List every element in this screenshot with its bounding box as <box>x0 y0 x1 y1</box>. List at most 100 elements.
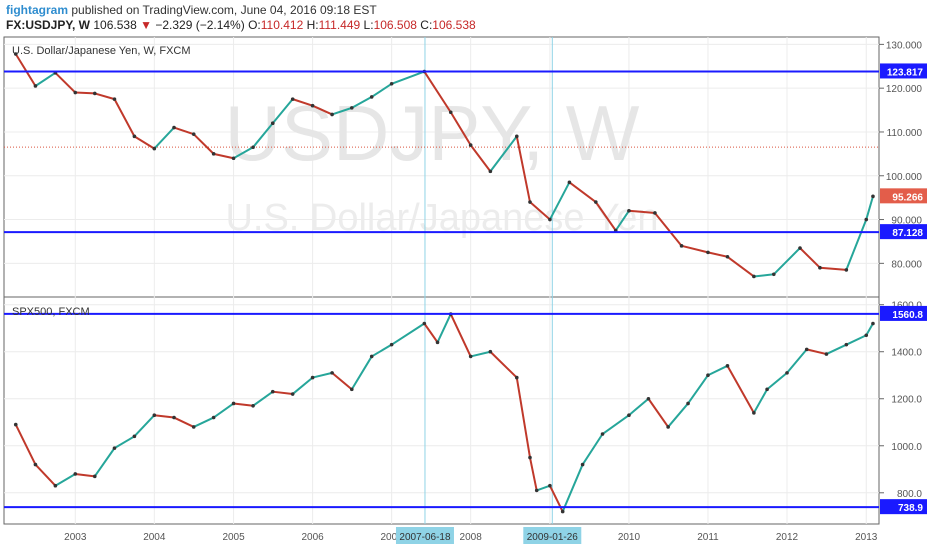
price-point <box>594 200 598 204</box>
symbol-watermark: USDJPY, W <box>225 89 640 177</box>
low-label: L: <box>363 18 374 32</box>
price-point <box>824 352 829 356</box>
open-label: O: <box>248 18 261 32</box>
y-tick-label: 110.000 <box>887 128 923 139</box>
price-segment <box>311 104 334 116</box>
price-segment <box>865 322 874 337</box>
price-point <box>725 364 730 368</box>
price-point <box>270 121 275 126</box>
price-segment <box>390 322 426 346</box>
price-point <box>132 434 137 439</box>
price-segment <box>614 209 630 232</box>
price-segment <box>232 402 255 407</box>
price-segment <box>390 70 426 85</box>
price-segment <box>212 402 235 419</box>
price-segment <box>627 397 650 417</box>
price-segment <box>252 122 274 149</box>
price-segment <box>568 181 597 204</box>
price-segment <box>232 146 255 160</box>
price-point <box>514 375 519 380</box>
open-value: 110.412 <box>260 18 304 32</box>
price-segment <box>133 414 156 438</box>
y-tick-label: 1000.0 <box>891 442 922 453</box>
price-segment <box>74 91 96 95</box>
price-point <box>448 110 453 115</box>
close-value: 106.538 <box>432 18 476 32</box>
price-point <box>152 413 157 418</box>
price-segment <box>772 247 801 276</box>
price-point <box>435 340 440 345</box>
price-segment <box>515 135 531 204</box>
level-price-tag <box>880 305 927 321</box>
level-price-tag <box>880 63 927 79</box>
price-segment <box>93 92 116 101</box>
price-point <box>706 373 710 378</box>
price-segment <box>74 472 96 478</box>
price-segment <box>252 390 274 407</box>
price-point <box>580 462 585 467</box>
price-point <box>330 371 334 375</box>
price-segment <box>687 374 709 405</box>
price-point <box>92 91 97 96</box>
price-point <box>468 354 473 359</box>
price-point <box>488 349 493 354</box>
author-link[interactable]: fightagram <box>6 3 69 17</box>
price-point <box>534 488 539 493</box>
price-point <box>13 422 18 427</box>
price-point <box>864 217 869 222</box>
price-point <box>251 403 255 408</box>
price-segment <box>331 371 353 391</box>
price-point <box>818 265 822 270</box>
x-tick-label: 2003 <box>64 532 87 543</box>
price-point <box>627 208 631 213</box>
price-segment <box>489 135 518 173</box>
level-price-tag <box>880 224 927 240</box>
price-segment <box>528 456 538 492</box>
price-point <box>389 81 394 86</box>
price-segment <box>113 98 136 138</box>
publish-line: fightagram published on TradingView.com,… <box>6 3 377 17</box>
price-point <box>686 401 690 406</box>
y-tick-label: 80.000 <box>891 259 922 270</box>
pane-title-usdjpy: U.S. Dollar/Japanese Yen, W, FXCM <box>12 45 191 57</box>
x-tick-label: 2011 <box>697 532 719 543</box>
y-tick-label: 1400.0 <box>891 348 922 359</box>
date-marker-box <box>395 527 454 544</box>
level-price-label: 123.817 <box>887 67 924 78</box>
x-tick-label: 2010 <box>618 532 641 543</box>
price-segment <box>528 201 551 221</box>
price-segment <box>798 247 821 269</box>
price-point <box>765 387 769 392</box>
price-segment <box>34 463 57 487</box>
price-segment <box>845 334 868 346</box>
price-point <box>33 462 38 467</box>
price-segment <box>192 416 215 428</box>
price-segment <box>766 371 789 391</box>
price-point <box>33 84 38 88</box>
price-point <box>752 274 756 279</box>
symbol-label[interactable]: FX:USDJPY, W <box>6 18 91 32</box>
price-point <box>73 90 78 95</box>
price-point <box>468 143 473 147</box>
price-point <box>864 333 869 338</box>
last-price-label: 95.266 <box>892 192 923 203</box>
price-segment <box>291 376 314 396</box>
y-tick-label: 100.000 <box>886 172 923 183</box>
price-point <box>646 396 651 401</box>
price-segment <box>423 322 439 344</box>
price-point <box>528 200 532 204</box>
price-segment <box>786 348 808 374</box>
price-segment <box>627 209 656 214</box>
price-point <box>152 146 157 151</box>
price-point <box>600 432 605 436</box>
price-point <box>270 389 275 394</box>
price-point <box>560 509 565 514</box>
price-segment <box>469 350 492 358</box>
price-change: −2.329 (−2.14%) <box>155 18 245 32</box>
x-tick-label: 2013 <box>855 532 878 543</box>
price-point <box>752 411 756 415</box>
price-segment <box>865 195 874 221</box>
price-segment <box>54 472 77 487</box>
price-point <box>871 194 875 199</box>
